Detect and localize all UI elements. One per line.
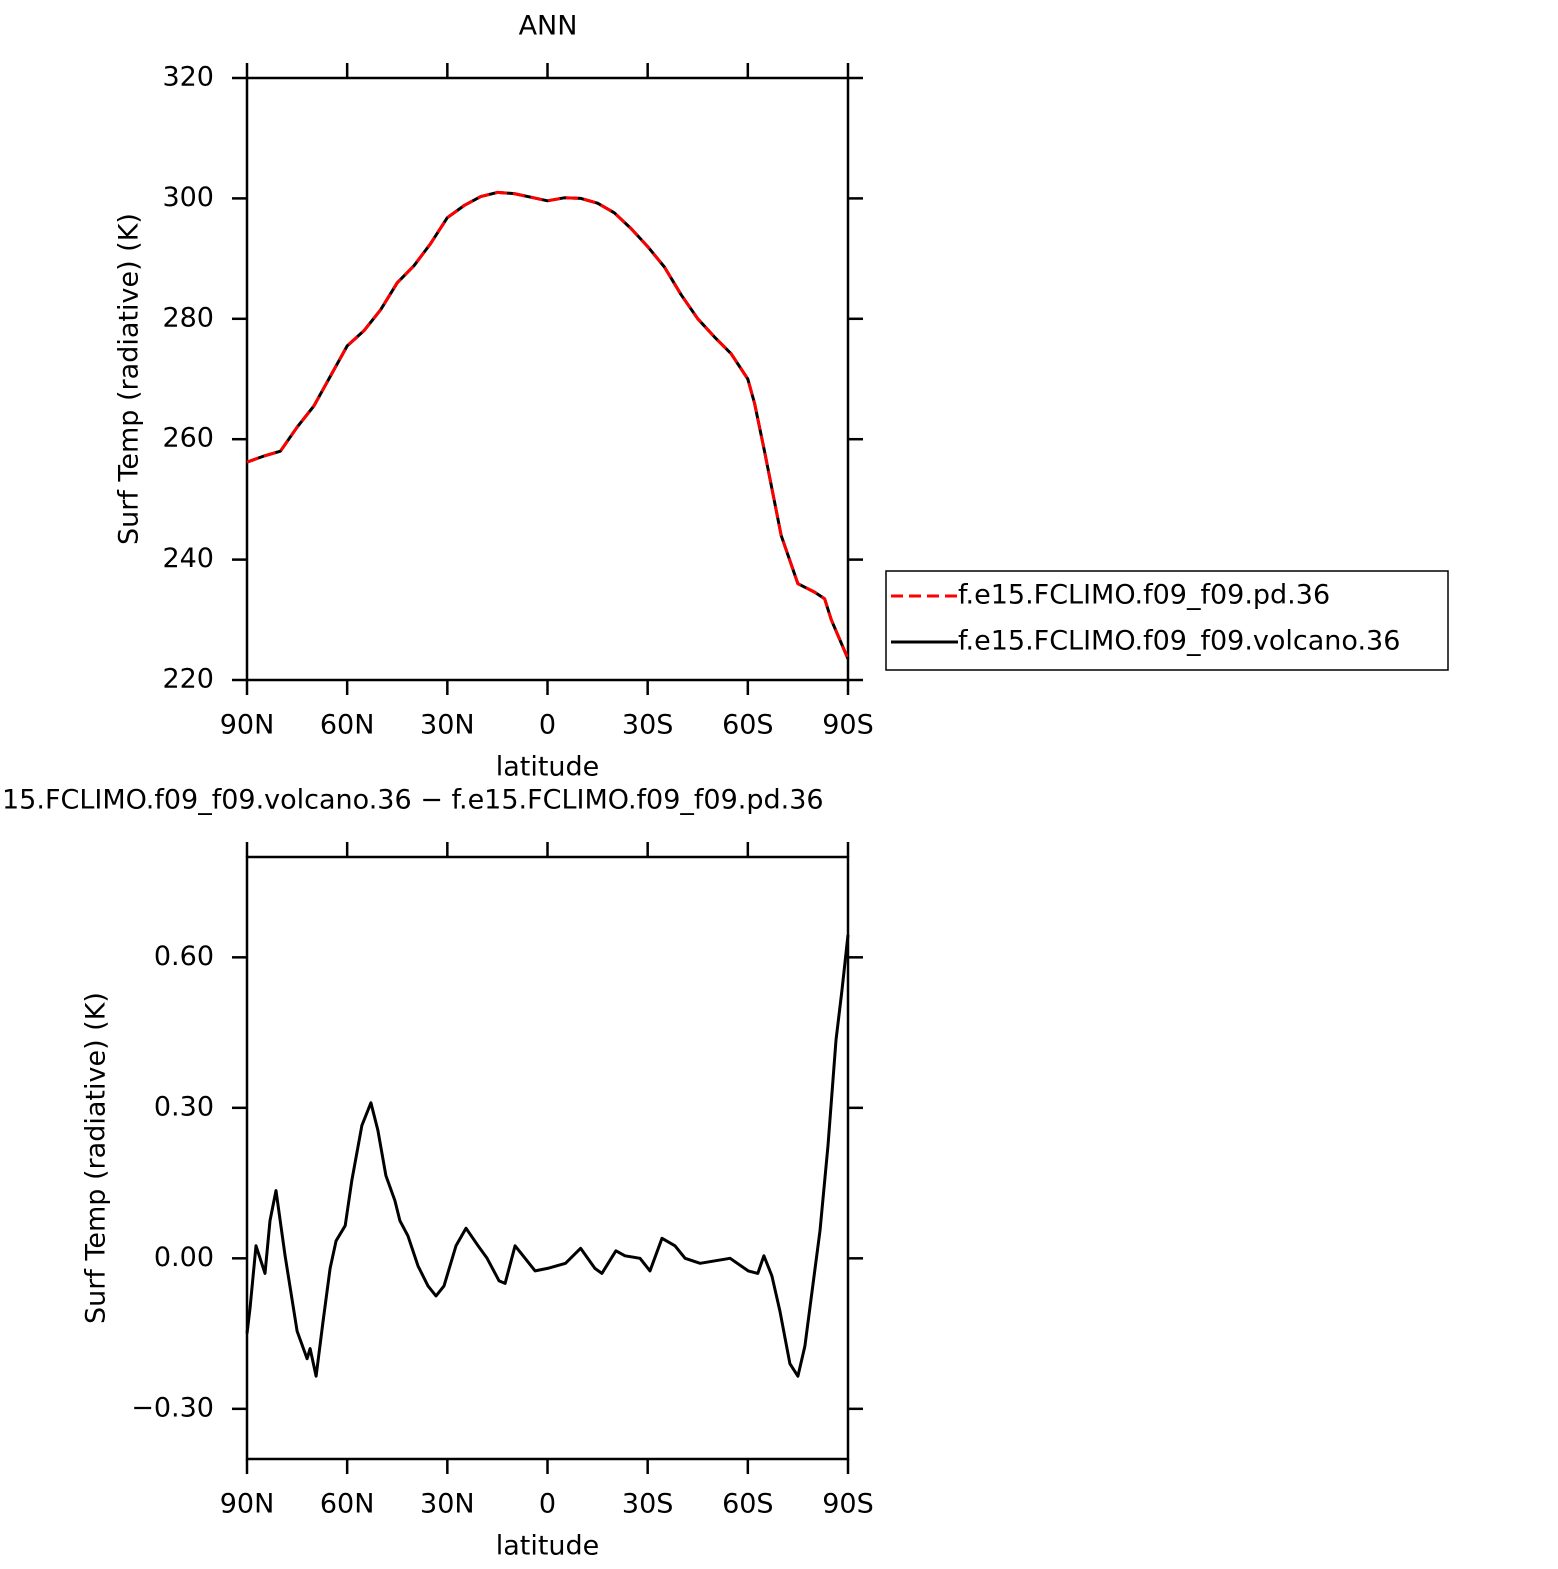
x-tick-label: 60N [320,1489,375,1520]
legend-label: f.e15.FCLIMO.f09_f09.volcano.36 [958,626,1400,657]
x-tick-label: 90S [822,1489,874,1520]
y-tick-label: −0.30 [131,1392,214,1423]
y-tick-label: 240 [162,543,214,574]
x-tick-label: 30N [420,710,475,741]
y-axis-label: Surf Temp (radiative) (K) [81,992,112,1324]
data-line [245,934,850,1378]
y-axis-label: Surf Temp (radiative) (K) [114,213,145,545]
x-tick-label: 60S [722,710,774,741]
x-tick-label: 60S [722,1489,774,1520]
y-tick-label: 300 [162,182,214,213]
x-tick-label: 30S [622,710,674,741]
data-line [246,190,850,660]
x-tick-label: 30N [420,1489,475,1520]
legend-label: f.e15.FCLIMO.f09_f09.pd.36 [958,580,1330,611]
y-tick-label: 0.30 [154,1091,214,1122]
y-tick-label: 320 [162,62,214,93]
y-tick-label: 280 [162,302,214,333]
x-tick-label: 0 [539,1489,556,1520]
x-tick-label: 90S [822,710,874,741]
x-tick-label: 90N [220,710,275,741]
x-tick-label: 0 [539,710,556,741]
x-tick-label: 60N [320,710,375,741]
chart-title: ANN [519,11,578,42]
plot-frame [245,855,850,1461]
x-tick-label: 90N [220,1489,275,1520]
x-tick-label: 30S [622,1489,674,1520]
plot-frame [245,76,850,682]
chart-title: 15.FCLIMO.f09_f09.volcano.36 − f.e15.FCL… [2,785,824,816]
y-tick-label: 0.60 [154,941,214,972]
y-tick-label: 0.00 [154,1242,214,1273]
legend-box [885,570,1449,671]
x-axis-label: latitude [496,752,600,783]
x-axis-label: latitude [496,1531,600,1562]
y-tick-label: 220 [162,664,214,695]
y-tick-label: 260 [162,423,214,454]
